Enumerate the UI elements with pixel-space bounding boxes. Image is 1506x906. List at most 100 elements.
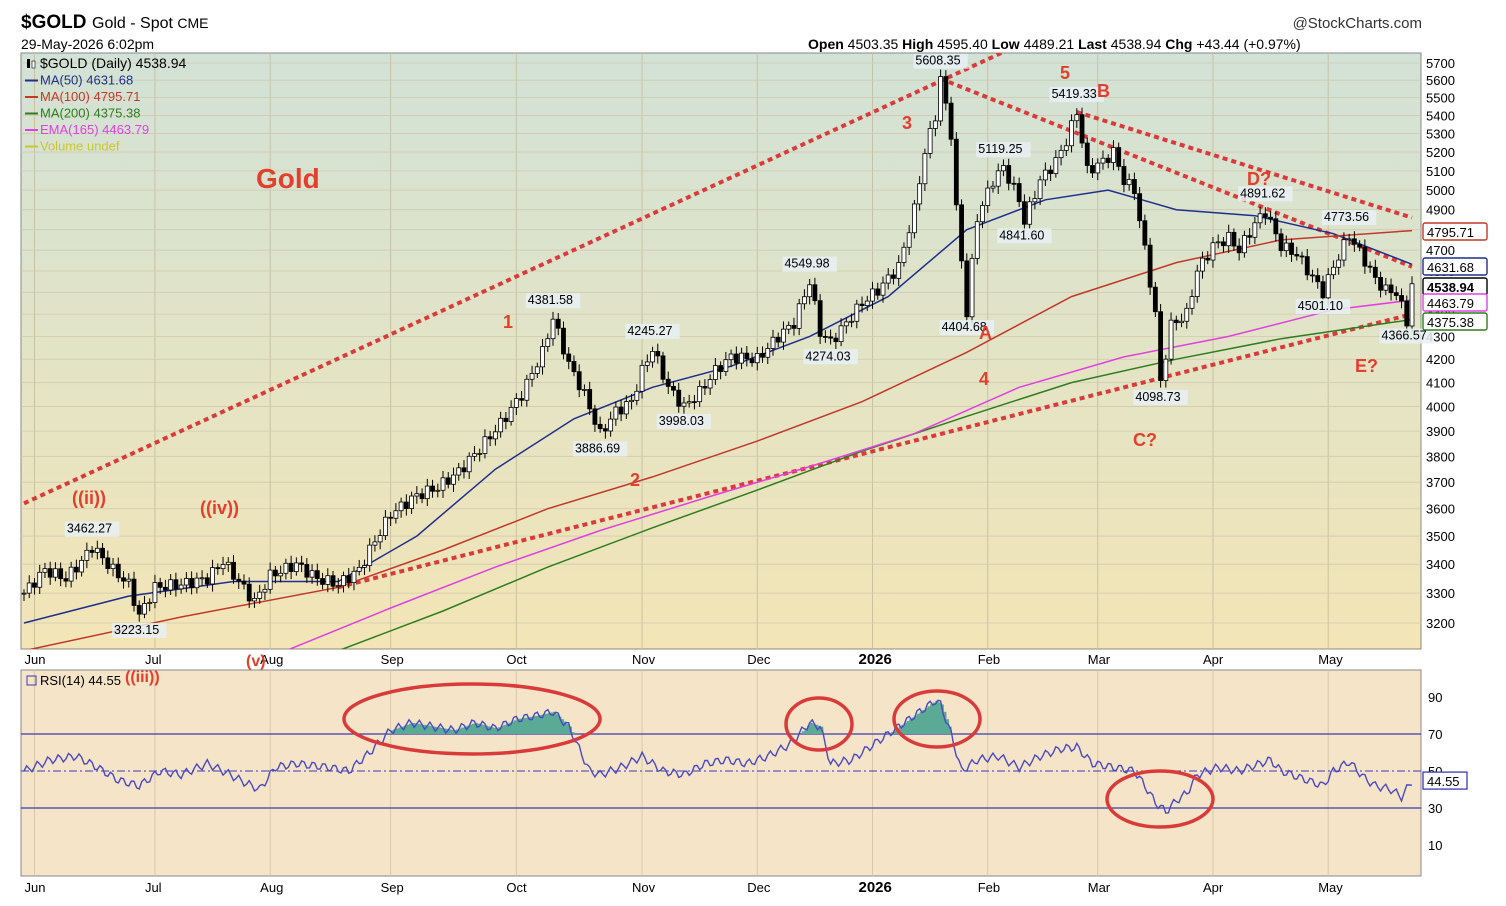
candle-body	[84, 549, 90, 561]
candle-body	[252, 598, 257, 602]
candle-body	[341, 575, 346, 587]
candle-body	[419, 493, 425, 500]
rsi-overbought-fill	[516, 719, 520, 734]
candle-body	[356, 566, 362, 572]
wave-label: 2	[630, 470, 640, 490]
candle-body	[1383, 284, 1389, 291]
rsi-x-tick-label: Feb	[978, 880, 1000, 895]
candle-body	[152, 582, 158, 603]
wave-label: E?	[1355, 356, 1378, 376]
candle-body	[241, 580, 247, 585]
candle-body	[828, 336, 834, 339]
rsi-overbought-fill	[812, 723, 816, 734]
candle-body	[597, 423, 603, 430]
price-label-bg	[64, 521, 120, 537]
candle-body	[1210, 242, 1216, 261]
candle-body	[519, 398, 524, 401]
price-label-bg	[1238, 186, 1293, 202]
rsi-overbought-fill	[388, 733, 392, 734]
candle-body	[534, 366, 540, 374]
rsi-overbought-fill	[930, 704, 934, 734]
candle-body	[812, 284, 818, 302]
rsi-overbought-fill	[893, 730, 897, 734]
rsi-overbought-fill	[482, 724, 486, 734]
candle-body	[131, 578, 137, 606]
candle-body	[1163, 358, 1169, 381]
rsi-x-tick-label: Nov	[632, 880, 656, 895]
rsi-overbought-fill	[474, 722, 478, 734]
candle-body	[781, 328, 786, 343]
price-label: 3886.69	[575, 441, 620, 455]
rsi-overbought-fill	[935, 700, 939, 734]
candle-body	[1320, 281, 1326, 299]
chart-title: Gold	[256, 163, 320, 194]
candle-body	[299, 562, 305, 565]
candle-body	[906, 232, 912, 248]
candle-body	[817, 300, 823, 337]
candle-body	[398, 501, 404, 512]
candle-body	[105, 557, 111, 569]
candle-body	[529, 373, 535, 380]
wave-label: ((ii))	[72, 488, 106, 508]
rsi-overbought-fill	[555, 714, 559, 734]
candle-body	[1252, 222, 1258, 238]
highlight-ellipse	[892, 689, 982, 749]
rsi-x-tick-label: Jul	[145, 880, 162, 895]
axis-flag	[1422, 293, 1488, 312]
candle-body	[1069, 120, 1074, 147]
candle-body	[335, 585, 341, 588]
rsi-overbought-fill	[429, 726, 434, 734]
candle-body	[1200, 257, 1205, 272]
candle-body	[859, 303, 865, 306]
candle-body	[555, 318, 561, 329]
candle-body	[1393, 292, 1399, 296]
candle-body	[843, 321, 849, 327]
rsi-overbought-fill	[906, 721, 910, 734]
candle-body	[1184, 307, 1190, 322]
y-tick-label: 3200	[1426, 616, 1455, 631]
candle-body	[540, 346, 545, 368]
wave-label: B	[1097, 81, 1110, 101]
candle-body	[938, 76, 944, 122]
x-tick-label: Aug	[260, 652, 283, 667]
candle-body	[388, 516, 394, 519]
y-tick-label: 5600	[1426, 73, 1455, 88]
x-tick-label: Dec	[747, 652, 771, 667]
y-tick-label: 4100	[1426, 376, 1455, 391]
y-tick-label: 5700	[1426, 56, 1455, 71]
rsi-overbought-fill	[511, 721, 515, 734]
price-label-bg	[1321, 210, 1377, 226]
rsi-overbought-fill	[471, 723, 476, 734]
candle-body	[723, 359, 729, 372]
candle-body	[660, 355, 666, 380]
rsi-overbought-fill	[518, 718, 523, 734]
candle-body	[561, 327, 566, 355]
rsi-overbought-fill	[804, 728, 808, 734]
candle-body	[142, 603, 147, 615]
price-label: 3223.15	[114, 623, 159, 637]
candle-body	[194, 577, 200, 589]
candle-body	[58, 568, 64, 580]
candle-body	[466, 455, 472, 473]
y-tick-label: 4000	[1426, 400, 1455, 415]
candle-body	[1137, 193, 1143, 222]
candle-body	[718, 365, 724, 372]
candle-body	[728, 353, 734, 361]
legend-entry: MA(200) 4375.38	[40, 106, 140, 121]
candle-body	[959, 204, 964, 262]
rsi-overbought-fill	[817, 725, 821, 734]
rsi-overbought-fill	[943, 711, 947, 734]
rsi-x-tick-label: Mar	[1088, 880, 1111, 895]
candle-body	[225, 561, 231, 565]
candle-body	[1331, 266, 1336, 276]
price-label-bg	[1379, 328, 1434, 344]
candle-body	[1362, 246, 1368, 267]
rsi-overbought-fill	[545, 713, 549, 734]
instrument-name: Gold - Spot CME	[92, 15, 209, 32]
x-tick-label: Oct	[506, 652, 527, 667]
rsi-overbought-fill	[529, 716, 533, 734]
candle-body	[1116, 147, 1122, 167]
candle-body	[864, 300, 870, 306]
axis-flag	[1422, 222, 1488, 241]
rsi-overbought-fill	[393, 729, 397, 734]
